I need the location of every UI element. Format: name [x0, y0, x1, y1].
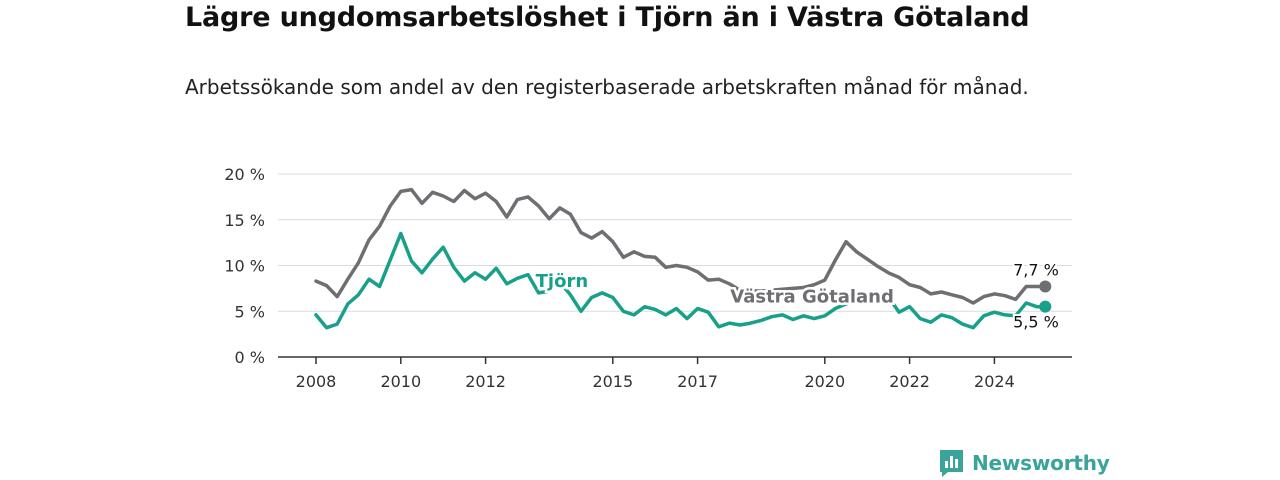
end-point-marker — [1039, 280, 1052, 293]
end-point-marker — [1039, 300, 1052, 313]
x-tick-label: 2024 — [974, 372, 1015, 391]
y-tick-label: 20 % — [224, 165, 265, 184]
brand-name: Newsworthy — [972, 451, 1110, 475]
brand-logo: Newsworthy — [938, 448, 1110, 478]
newsworthy-logo-icon — [940, 450, 963, 477]
chart-title: Lägre ungdomsarbetslöshet i Tjörn än i V… — [185, 2, 1030, 33]
y-tick-label: 10 % — [224, 257, 265, 276]
x-tick-label: 2008 — [296, 372, 337, 391]
end-value-label: 7,7 % — [1013, 261, 1059, 280]
series-line-v-stra-g-taland — [314, 187, 1048, 305]
x-tick-label: 2022 — [889, 372, 930, 391]
x-tick-label: 2012 — [465, 372, 506, 391]
x-tick-label: 2015 — [592, 372, 633, 391]
end-value-label: 5,5 % — [1013, 313, 1059, 332]
chart-subtitle: Arbetssökande som andel av den registerb… — [185, 75, 1029, 99]
y-tick-label: 0 % — [235, 348, 265, 367]
x-tick-label: 2010 — [380, 372, 421, 391]
y-tick-label: 15 % — [224, 211, 265, 230]
series-label-v-stra-g-taland: Västra Götaland — [730, 287, 894, 308]
x-tick-label: 2017 — [677, 372, 718, 391]
series-line-tj-rn — [314, 231, 1048, 330]
series-label-tj-rn: Tjörn — [536, 271, 589, 292]
x-tick-label: 2020 — [804, 372, 845, 391]
y-tick-label: 5 % — [235, 302, 265, 321]
